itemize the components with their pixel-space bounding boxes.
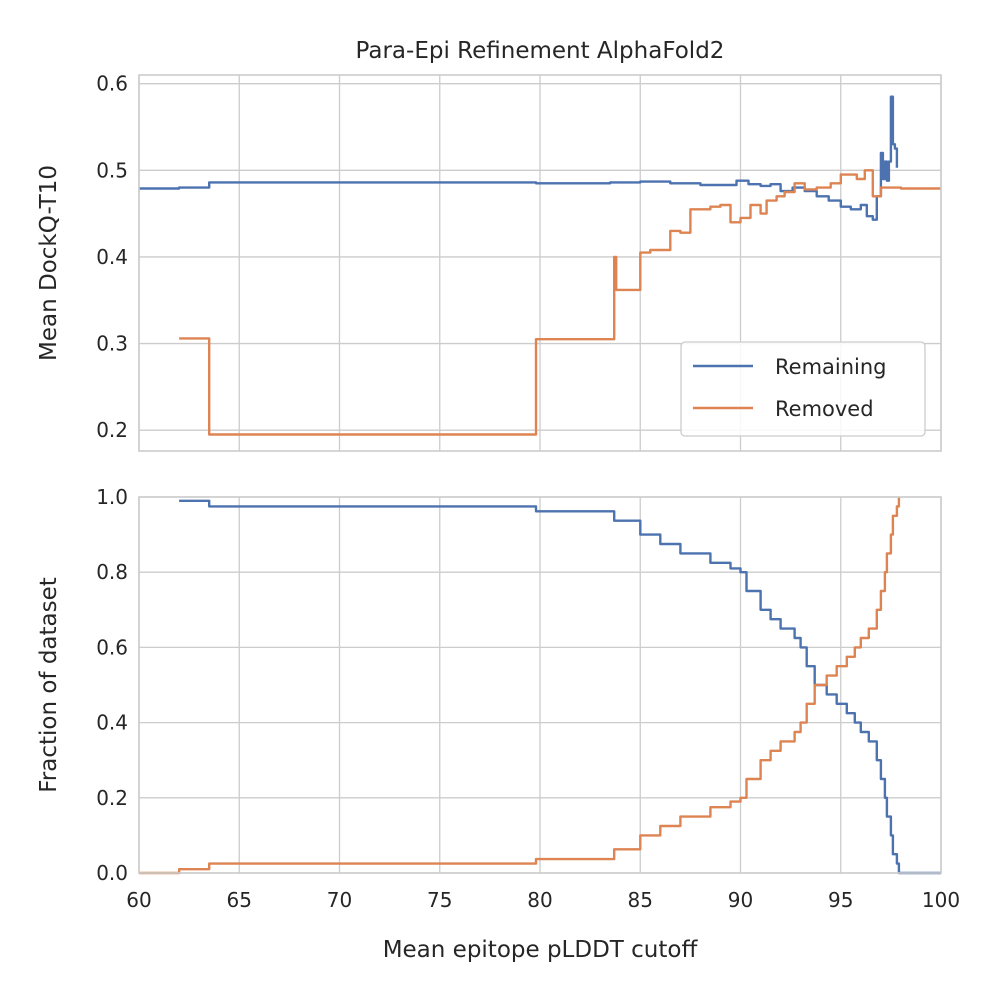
x-tick-label: 100 xyxy=(922,888,960,912)
x-tick-label: 90 xyxy=(728,888,753,912)
bottom-panel: 0.0 0.2 0.4 0.6 0.8 1.0 60 65 70 75 80 85 90 95 100 F… xyxy=(36,485,960,963)
legend-label-remaining: Remaining xyxy=(775,355,887,379)
legend: Remaining Removed xyxy=(680,341,926,437)
bottom-y-tick-labels: 0.0 0.2 0.4 0.6 0.8 1.0 xyxy=(96,485,128,885)
top-y-tick-labels: 0.2 0.3 0.4 0.5 0.6 xyxy=(96,72,128,443)
x-tick-label: 75 xyxy=(427,888,452,912)
x-tick-label: 70 xyxy=(327,888,352,912)
chart-title: Para-Epi Refinement AlphaFold2 xyxy=(356,38,725,64)
legend-label-removed: Removed xyxy=(775,397,874,421)
top-y-tick-label: 0.5 xyxy=(96,158,128,182)
bottom-series-remaining xyxy=(179,499,941,875)
x-axis-label: Mean epitope pLDDT cutoff xyxy=(383,937,699,963)
top-plot-frame xyxy=(138,74,942,452)
x-tick-label: 80 xyxy=(527,888,552,912)
bottom-plot-frame xyxy=(138,496,942,874)
top-y-axis-label: Mean DockQ-T10 xyxy=(36,165,62,361)
bottom-y-tick-label: 0.2 xyxy=(96,786,128,810)
top-series-remaining xyxy=(139,95,899,221)
top-y-tick-label: 0.6 xyxy=(96,72,128,96)
top-series-lines xyxy=(139,95,941,436)
bottom-y-tick-label: 0.8 xyxy=(96,560,128,584)
x-tick-labels: 60 65 70 75 80 85 90 95 100 xyxy=(126,888,960,912)
top-y-tick-label: 0.4 xyxy=(96,245,128,269)
x-tick-label: 60 xyxy=(126,888,151,912)
bottom-series-removed xyxy=(139,497,901,875)
bottom-y-tick-label: 0.6 xyxy=(96,635,128,659)
bottom-y-axis-label: Fraction of dataset xyxy=(36,577,62,793)
top-y-tick-label: 0.3 xyxy=(96,332,128,356)
bottom-series-lines xyxy=(139,497,941,875)
bottom-y-tick-label: 1.0 xyxy=(96,485,128,509)
top-series-removed xyxy=(179,169,941,436)
bottom-y-tick-label: 0.0 xyxy=(96,861,128,885)
x-tick-label: 95 xyxy=(828,888,853,912)
x-tick-label: 85 xyxy=(628,888,653,912)
top-y-tick-label: 0.2 xyxy=(96,418,128,442)
top-panel: Para-Epi Refinement AlphaFold2 0.2 0.3 0.4… xyxy=(36,38,942,452)
bottom-y-tick-label: 0.4 xyxy=(96,711,128,735)
x-tick-label: 65 xyxy=(227,888,252,912)
